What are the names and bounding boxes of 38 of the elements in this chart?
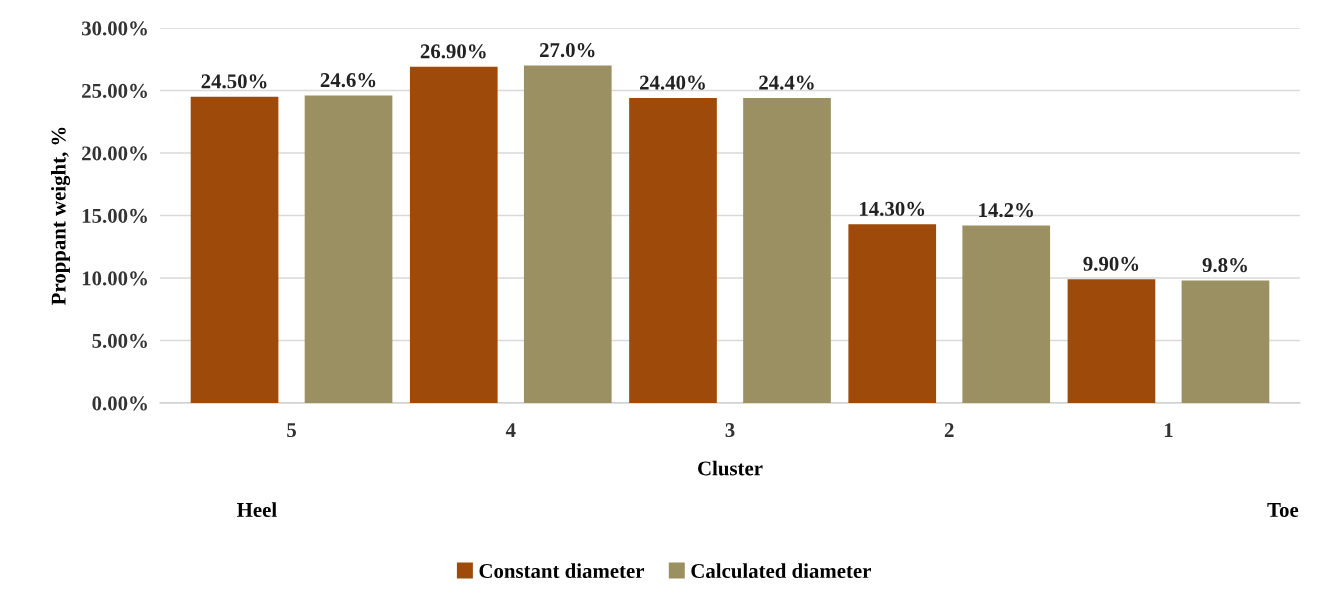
y-tick-label: 20.00% xyxy=(82,146,147,161)
text: Heel xyxy=(237,502,277,517)
bar xyxy=(962,225,1051,403)
bar xyxy=(743,98,831,403)
data-label: 24.6% xyxy=(320,73,376,88)
data-label: 9.90% xyxy=(1083,256,1139,271)
bar xyxy=(848,224,937,403)
x-tick-label: 5 xyxy=(287,423,296,438)
x-axis-title: Cluster xyxy=(698,460,763,476)
y-tick-label: 15.00% xyxy=(82,208,147,224)
data-label: 26.90% xyxy=(420,44,486,59)
x-tick-label: 2 xyxy=(944,423,954,437)
legend-label: Constant diameter xyxy=(479,563,645,579)
bar xyxy=(1067,279,1156,403)
bar xyxy=(409,66,498,403)
bar xyxy=(1181,280,1270,403)
data-label: 14.2% xyxy=(979,203,1033,218)
x-tick-label: 3 xyxy=(725,423,735,438)
x-tick-label: 4 xyxy=(505,423,516,437)
y-axis-title: Proppant weight, % xyxy=(51,127,71,305)
data-label: 24.50% xyxy=(201,74,267,89)
y-tick-label: 0.00% xyxy=(92,396,147,411)
bar xyxy=(190,96,279,403)
y-tick-label: 25.00% xyxy=(82,83,147,99)
x-tick-label: 1 xyxy=(1164,423,1173,437)
data-label: 24.4% xyxy=(759,75,814,90)
legend-label: Calculated diameter xyxy=(691,563,871,579)
y-tick-label: 5.00% xyxy=(92,333,147,349)
data-label: 14.30% xyxy=(860,201,925,216)
text: Toe xyxy=(1267,503,1299,517)
y-tick-label: 30.00% xyxy=(81,21,147,36)
data-label: 27.0% xyxy=(540,43,595,58)
data-label: 9.8% xyxy=(1202,258,1247,273)
y-tick-label: 10.00% xyxy=(82,271,147,286)
bar xyxy=(629,98,717,403)
bar xyxy=(304,95,393,403)
data-label: 24.40% xyxy=(640,75,705,90)
bar xyxy=(523,65,612,403)
